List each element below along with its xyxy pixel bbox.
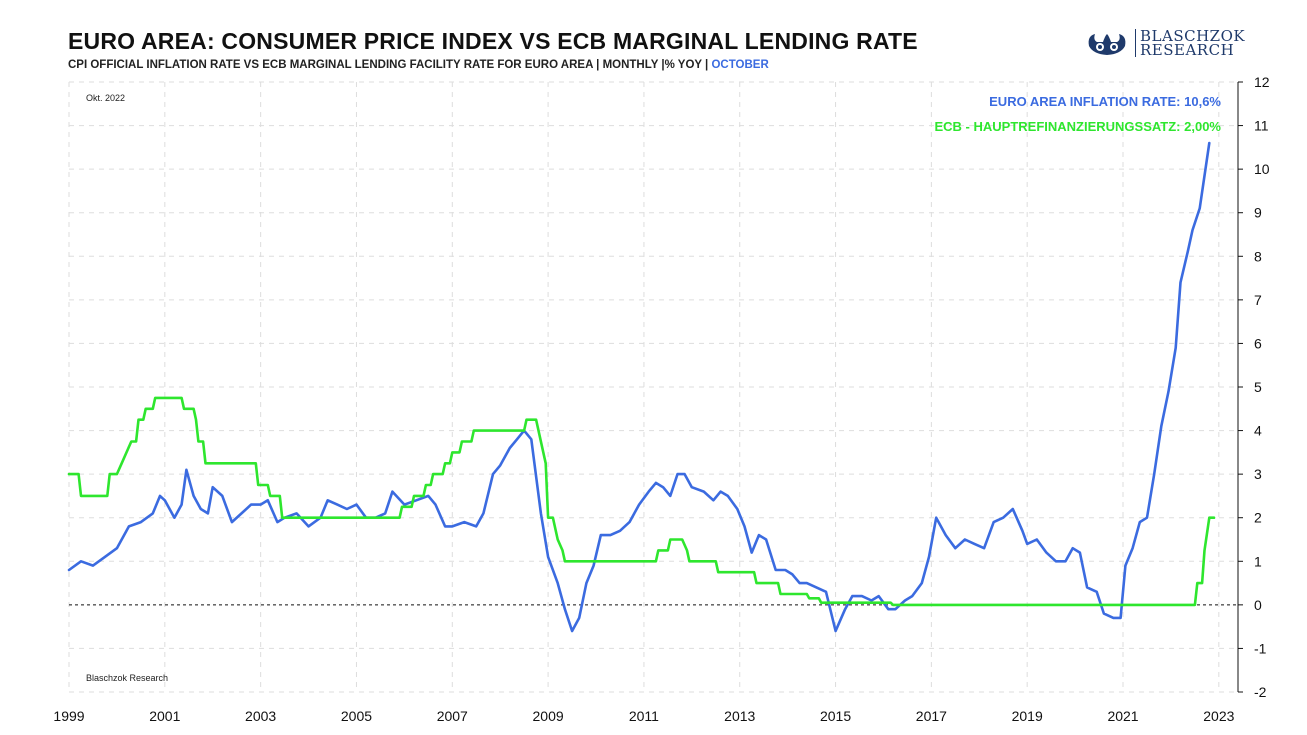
grid [68,81,1238,693]
x-tick-label: 2015 [820,708,851,724]
y-tick-label: 6 [1254,335,1262,351]
x-tick-label: 2001 [149,708,180,724]
x-tick-label: 2011 [629,708,659,724]
x-tick-label: 2021 [1107,708,1138,724]
legend-inflation: EURO AREA INFLATION RATE: 10,6% [989,94,1221,109]
y-tick-label: 7 [1254,292,1262,308]
bull-bear-icon [1088,34,1126,55]
legend-rate: ECB - HAUPTREFINANZIERUNGSSATZ: 2,00% [934,119,1221,134]
y-tick-label: 2 [1254,510,1262,526]
y-tick-label: 12 [1254,74,1270,90]
y-tick-label: 4 [1254,423,1262,439]
date-label: Okt. 2022 [86,93,125,103]
inflation-line [67,141,1211,633]
series-lines [67,141,1216,633]
y-tick-label: 5 [1254,379,1262,395]
axes: 1999 2001 2003 2005 2007 2009 2011 2013 2015 2017… [53,74,1269,724]
x-tick-label: 2013 [724,708,755,724]
subtitle-text: CPI OFFICIAL INFLATION RATE VS ECB MARGI… [68,59,712,71]
x-tick-label: 2023 [1203,708,1234,724]
brand-logo: BLASCHZOK RESEARCH [1085,26,1245,60]
x-tick-label: 2009 [533,708,564,724]
y-tick-label: 8 [1254,248,1262,264]
y-tick-label: -2 [1254,684,1267,700]
source-label: Blaschzok Research [86,673,168,683]
subtitle-month: OCTOBER [711,59,769,71]
x-tick-label: 2019 [1012,708,1043,724]
y-tick-label: 10 [1254,161,1270,177]
chart-subtitle: CPI OFFICIAL INFLATION RATE VS ECB MARGI… [68,59,769,71]
rate-line [67,396,1216,607]
y-tick-label: 3 [1254,466,1262,482]
x-tick-label: 1999 [53,708,84,724]
logo-line2: RESEARCH [1140,41,1235,59]
y-tick-label: 1 [1254,553,1262,569]
logo-wordmark: BLASCHZOK RESEARCH [1135,27,1246,59]
chart-title: EURO AREA: CONSUMER PRICE INDEX VS ECB M… [68,28,918,54]
y-tick-label: -1 [1254,640,1267,656]
x-tick-label: 2003 [245,708,276,724]
x-tick-label: 2007 [437,708,468,724]
y-tick-label: 0 [1254,597,1262,613]
x-tick-label: 2005 [341,708,372,724]
y-tick-label: 11 [1254,118,1269,134]
x-tick-label: 2017 [916,708,947,724]
y-tick-label: 9 [1254,205,1262,221]
logo-line1: BLASCHZOK [1140,27,1246,45]
